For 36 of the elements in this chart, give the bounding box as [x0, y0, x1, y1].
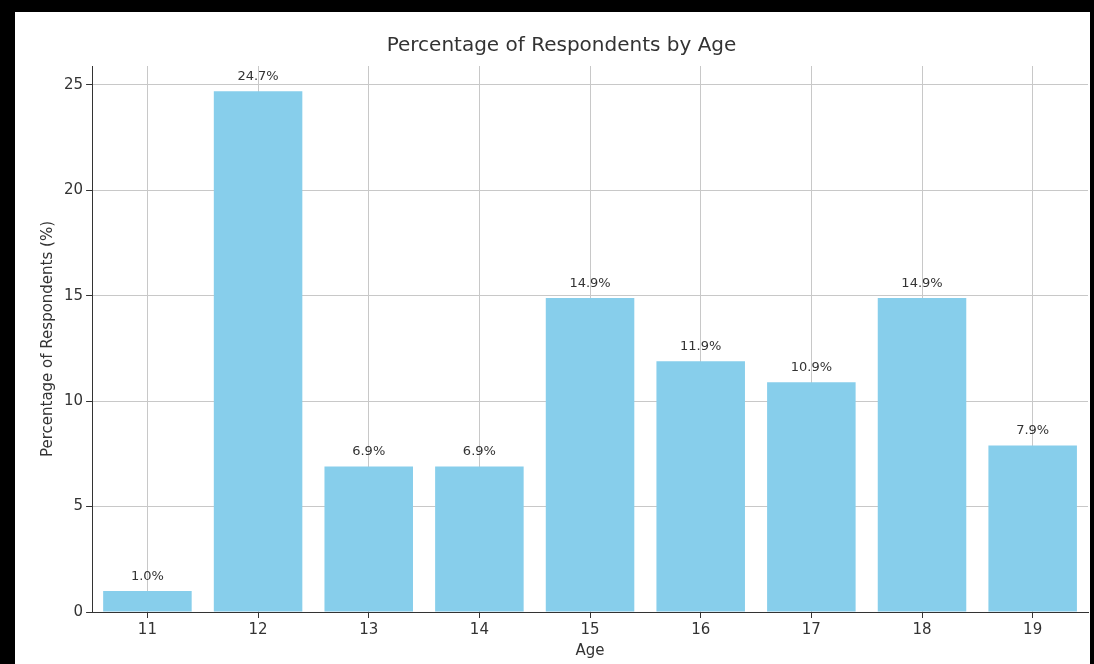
- bar: [435, 466, 524, 612]
- x-tick-label: 12: [248, 619, 268, 638]
- x-tick-label: 15: [580, 619, 600, 638]
- y-tick-label: 20: [63, 180, 84, 199]
- bar: [213, 91, 303, 612]
- data-label: 10.9%: [790, 359, 833, 375]
- bar: [988, 445, 1077, 612]
- data-label: 24.7%: [237, 68, 279, 84]
- bar: [545, 297, 635, 612]
- x-tick-label: 14: [469, 619, 489, 638]
- bar: [767, 382, 856, 612]
- x-tick-label: 11: [137, 619, 157, 638]
- bar: [324, 466, 413, 612]
- data-label: 1.0%: [130, 567, 164, 583]
- data-label: 11.9%: [680, 338, 722, 354]
- x-tick-label: 19: [1023, 619, 1043, 638]
- y-tick-label: 15: [63, 285, 84, 304]
- y-axis-title: Percentage of Respondents (%): [37, 220, 56, 458]
- x-tick-label: 13: [359, 619, 379, 638]
- bar: [103, 590, 192, 612]
- x-axis-title: Age: [575, 640, 605, 659]
- data-label: 14.9%: [901, 274, 943, 290]
- chart-title: Percentage of Respondents by Age: [386, 32, 737, 57]
- x-tick-label: 16: [691, 619, 711, 638]
- bar: [877, 297, 967, 612]
- y-tick-label: 25: [63, 74, 84, 93]
- x-tick-label: 18: [912, 619, 932, 638]
- y-tick-label: 0: [73, 601, 84, 620]
- data-label: 6.9%: [352, 443, 386, 459]
- y-tick-label: 10: [63, 391, 84, 410]
- data-label: 14.9%: [569, 274, 611, 290]
- bar: [656, 361, 745, 612]
- x-tick-label: 17: [801, 619, 821, 638]
- data-label: 7.9%: [1016, 422, 1050, 438]
- y-tick-label: 5: [73, 496, 84, 515]
- data-label: 6.9%: [462, 443, 496, 459]
